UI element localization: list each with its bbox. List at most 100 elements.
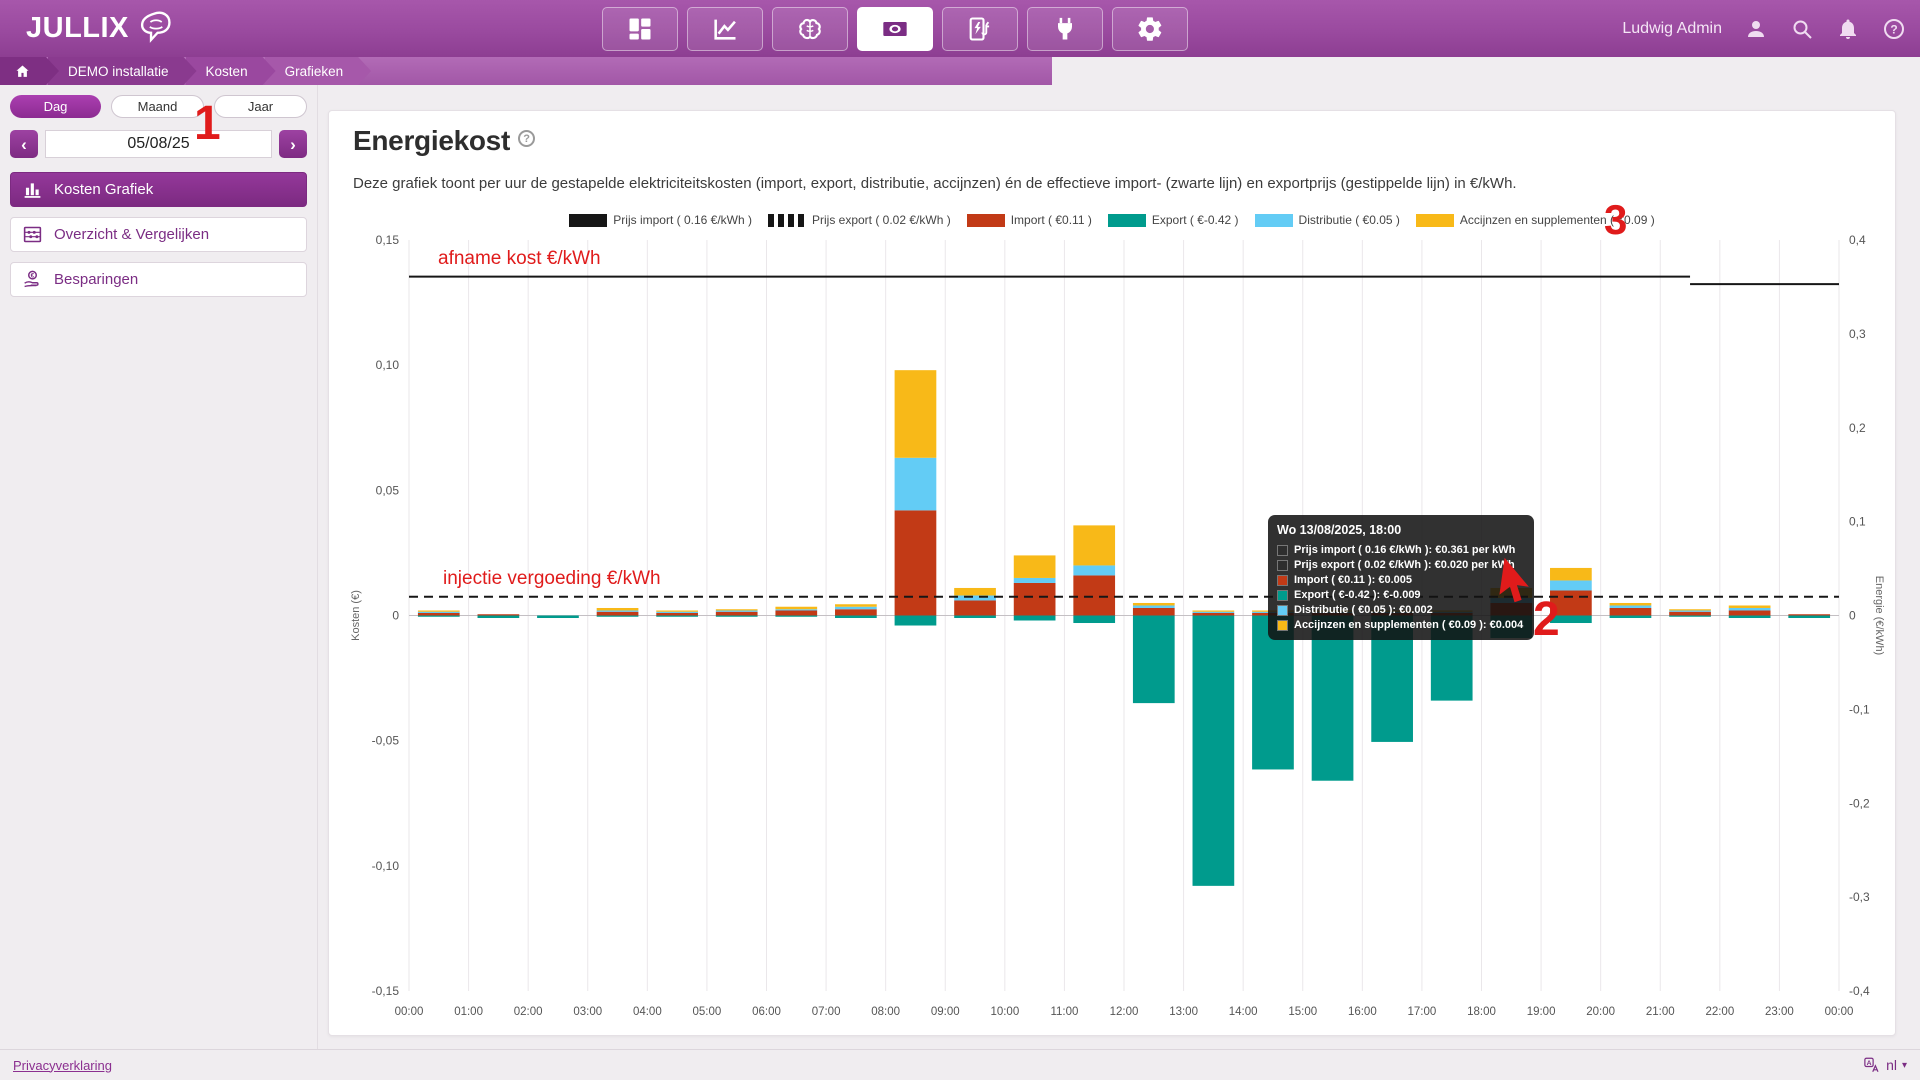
sidebar-item-kosten-grafiek[interactable]: Kosten Grafiek xyxy=(10,172,307,207)
legend-item[interactable]: Accijnzen en supplementen ( €0.09 ) xyxy=(1415,213,1655,227)
nav-button-gear[interactable] xyxy=(1112,7,1188,51)
bar-segment xyxy=(775,609,818,611)
x-axis-tick: 00:00 xyxy=(1825,1006,1854,1018)
x-axis-tick: 18:00 xyxy=(1467,1006,1496,1018)
bar-segment xyxy=(1728,605,1771,608)
title-help-icon[interactable]: ? xyxy=(517,130,535,147)
right-axis-tick: 0,1 xyxy=(1849,515,1866,529)
app-logo[interactable]: JULLIX xyxy=(26,9,173,47)
bar-segment xyxy=(894,370,937,458)
bar-segment xyxy=(1073,615,1116,624)
bar-segment xyxy=(656,610,698,612)
bar-segment xyxy=(954,595,996,601)
bar-segment xyxy=(894,457,937,511)
x-axis-tick: 09:00 xyxy=(931,1006,960,1018)
x-axis-tick: 22:00 xyxy=(1705,1006,1734,1018)
nav-button-brain[interactable] xyxy=(772,7,848,51)
search-icon[interactable] xyxy=(1790,17,1814,41)
bar-segment xyxy=(1132,615,1175,704)
bar-segment xyxy=(715,611,758,616)
x-axis-tick: 15:00 xyxy=(1288,1006,1317,1018)
bar-segment xyxy=(1609,605,1652,608)
right-axis-tick: -0,4 xyxy=(1849,984,1870,998)
tooltip-title: Wo 13/08/2025, 18:00 xyxy=(1277,523,1402,537)
bar-segment xyxy=(1550,590,1592,616)
tooltip-row: Distributie ( €0.05 ): €0.002 xyxy=(1277,604,1523,616)
bar-segment xyxy=(537,615,579,619)
sidebar-item-overzicht-vergelijken[interactable]: Overzicht & Vergelijken xyxy=(10,217,307,252)
breadcrumb-item[interactable]: Grafieken xyxy=(265,57,372,85)
bar-segment xyxy=(1192,615,1235,886)
nav-button-ev-charger[interactable] xyxy=(942,7,1018,51)
bar-segment xyxy=(1252,615,1294,770)
line-chart-icon xyxy=(714,19,736,40)
x-axis-tick: 03:00 xyxy=(573,1006,602,1018)
chart-card: 0,15 0,10 0,05 0 -0,05 -0,10 -0,15 0,4 0,3 0,2 0,1… xyxy=(328,110,1896,1036)
sidebar-item-besparingen[interactable]: € Besparingen xyxy=(10,262,307,297)
legend-label: Distributie ( €0.05 ) xyxy=(1298,213,1400,227)
bar-segment xyxy=(775,606,818,610)
bar-segment xyxy=(417,610,460,612)
date-input[interactable] xyxy=(45,130,272,158)
x-axis-tick: 10:00 xyxy=(990,1006,1019,1018)
bar-segment xyxy=(1550,567,1592,581)
left-axis-tick: 0,10 xyxy=(376,358,400,372)
tooltip-text: Prijs import ( 0.16 €/kWh ): €0.361 per … xyxy=(1294,544,1516,556)
x-axis-tick: 17:00 xyxy=(1408,1006,1437,1018)
breadcrumb-home[interactable] xyxy=(0,57,59,85)
legend-item[interactable]: Distributie ( €0.05 ) xyxy=(1254,213,1400,227)
nav-button-line-chart[interactable] xyxy=(687,7,763,51)
x-axis-tick: 00:00 xyxy=(395,1006,424,1018)
legend-item[interactable]: Prijs import ( 0.16 €/kWh ) xyxy=(569,213,752,227)
tooltip-row: Import ( €0.11 ): €0.005 xyxy=(1277,574,1523,586)
tooltip-text: Export ( €-0.42 ): €-0.009 xyxy=(1294,589,1421,601)
bar-segment xyxy=(715,615,758,617)
annotation-2: 2 xyxy=(1533,593,1560,646)
period-tab-jaar[interactable]: Jaar xyxy=(214,95,307,118)
breadcrumb-item[interactable]: Kosten xyxy=(186,57,276,85)
legend-item[interactable]: Import ( €0.11 ) xyxy=(966,213,1092,227)
nav-button-money[interactable] xyxy=(857,7,933,51)
bar-segment xyxy=(596,607,639,611)
breadcrumb-item-label: Grafieken xyxy=(284,63,344,79)
x-axis-tick: 14:00 xyxy=(1229,1006,1258,1018)
date-prev-button[interactable]: ‹ xyxy=(10,130,38,158)
page-subtitle: Deze grafiek toont per uur de gestapelde… xyxy=(353,175,1517,192)
date-next-button[interactable]: › xyxy=(279,130,307,158)
breadcrumb-item[interactable]: DEMO installatie xyxy=(48,57,197,85)
bar-segment xyxy=(894,615,937,626)
home-icon xyxy=(14,63,31,80)
legend-label: Export ( €-0.42 ) xyxy=(1151,213,1239,227)
legend-swatch xyxy=(1107,213,1146,227)
legend-item[interactable]: Export ( €-0.42 ) xyxy=(1107,213,1239,227)
period-tab-dag[interactable]: Dag xyxy=(10,95,101,118)
sidebar-item-label: Kosten Grafiek xyxy=(54,181,154,198)
nav-button-plug[interactable] xyxy=(1027,7,1103,51)
language-selector[interactable]: A nl ▾ xyxy=(1863,1056,1907,1074)
bar-segment xyxy=(656,611,698,613)
language-value: nl xyxy=(1886,1057,1897,1073)
period-tab-maand[interactable]: Maand xyxy=(111,95,204,118)
left-axis-tick: -0,15 xyxy=(372,984,400,998)
gear-icon xyxy=(1138,17,1162,41)
right-axis-title: Energie (€/kWh) xyxy=(1873,576,1885,655)
annotation-3: 3 xyxy=(1604,196,1628,243)
legend-item[interactable]: Prijs export ( 0.02 €/kWh ) xyxy=(767,213,951,227)
left-axis-tick: -0,10 xyxy=(372,859,400,873)
tooltip-text: Distributie ( €0.05 ): €0.002 xyxy=(1294,604,1433,616)
bar-segment xyxy=(1669,615,1711,617)
user-icon[interactable] xyxy=(1744,17,1768,41)
legend-label: Accijnzen en supplementen ( €0.09 ) xyxy=(1459,213,1655,227)
bell-icon[interactable] xyxy=(1836,17,1860,41)
privacy-link[interactable]: Privacyverklaring xyxy=(13,1057,112,1073)
bar-segment xyxy=(1550,580,1592,591)
sidebar-item-label: Besparingen xyxy=(54,271,139,288)
nav-button-dashboard[interactable] xyxy=(602,7,678,51)
legend-swatch xyxy=(767,213,806,227)
svg-text:€: € xyxy=(31,272,35,279)
help-icon[interactable]: ? xyxy=(1882,17,1906,41)
bar-segment xyxy=(477,615,520,619)
dashboard-icon xyxy=(629,18,651,40)
x-axis-tick: 02:00 xyxy=(514,1006,543,1018)
bar-segment xyxy=(656,615,698,617)
